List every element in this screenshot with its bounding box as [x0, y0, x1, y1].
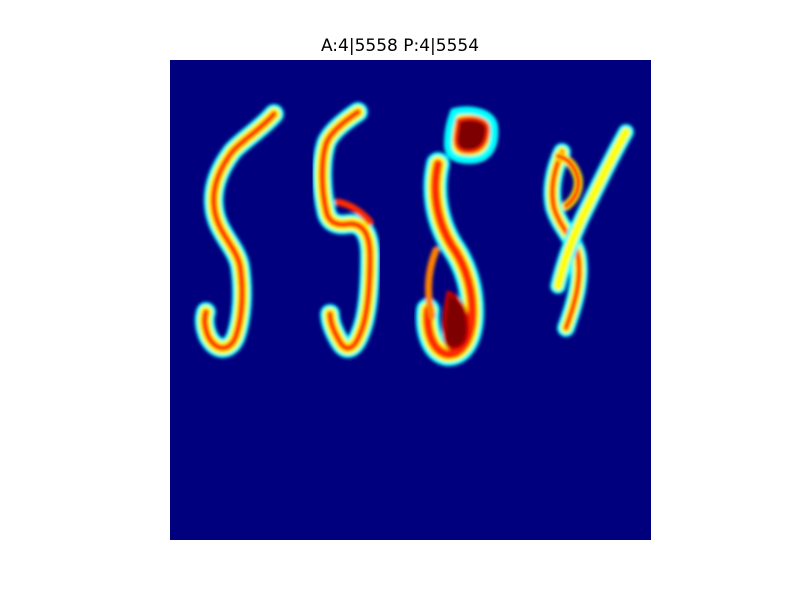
figure-title: A:4|5558 P:4|5554: [320, 36, 480, 56]
digit-3-stroke: [415, 106, 499, 367]
digit-4-stroke: [543, 124, 634, 337]
heatmap-image: [170, 60, 651, 540]
digit-2-stroke: [312, 102, 380, 359]
digit-1-stroke: [194, 104, 284, 358]
